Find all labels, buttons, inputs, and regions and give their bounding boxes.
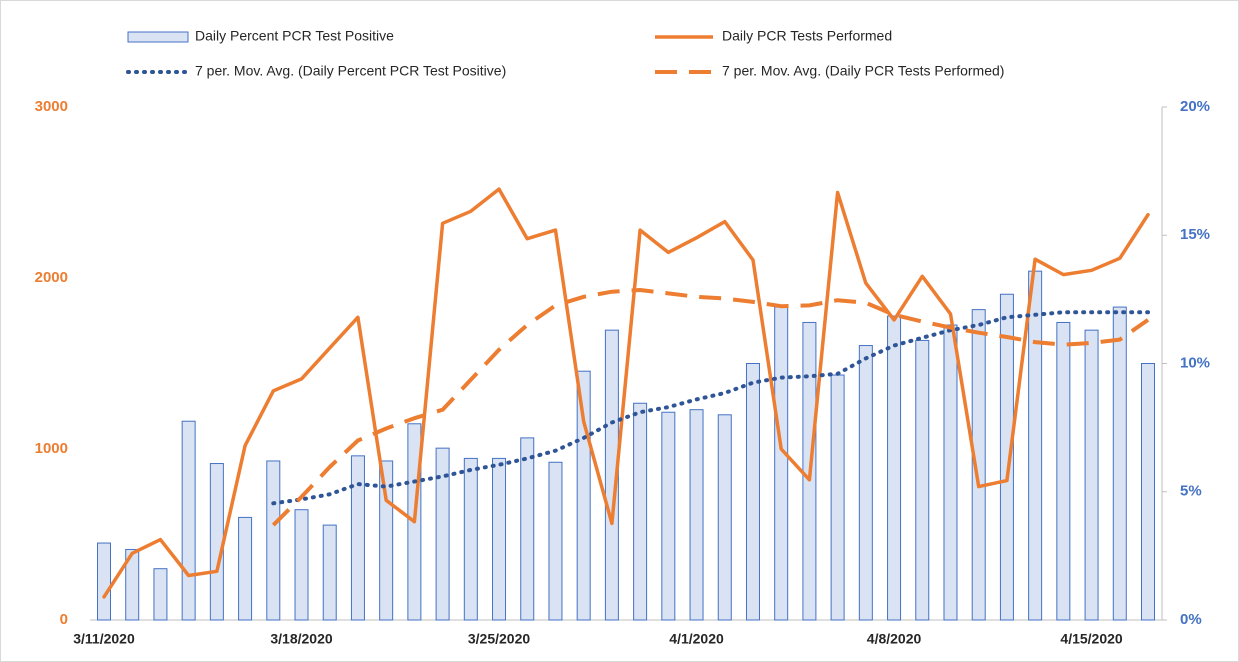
bar: [689, 409, 704, 621]
line: [102, 187, 1150, 599]
x-tick-label: 3/18/2020: [270, 631, 332, 647]
line: [271, 310, 1150, 506]
bar: [238, 516, 253, 621]
x-tick-label: 3/25/2020: [468, 631, 530, 647]
bar: [943, 324, 958, 621]
bar: [492, 457, 507, 621]
y2-tick-label: 10%: [1180, 354, 1210, 371]
bar: [661, 411, 676, 621]
bar: [181, 420, 196, 621]
bar: [774, 306, 789, 621]
x-tick-label: 4/15/2020: [1060, 631, 1122, 647]
bar: [633, 402, 648, 621]
bar: [125, 548, 140, 621]
bar: [1056, 321, 1071, 621]
bar: [153, 568, 168, 621]
bar: [1141, 363, 1155, 621]
bar: [830, 374, 845, 621]
bar: [520, 437, 535, 621]
bar: [858, 345, 873, 621]
bar: [463, 457, 478, 621]
y-tick-label: 2000: [35, 269, 68, 286]
legend-label: Daily Percent PCR Test Positive: [195, 28, 394, 44]
bar: [435, 447, 450, 621]
bar: [266, 460, 281, 621]
bar: [971, 309, 986, 621]
bar: [915, 339, 930, 621]
y-tick-label: 0: [60, 611, 68, 628]
bar: [717, 414, 732, 621]
legend-label: Daily PCR Tests Performed: [722, 28, 892, 44]
bar: [322, 524, 337, 621]
y2-tick-label: 5%: [1180, 483, 1202, 500]
bar: [576, 370, 591, 621]
bar: [887, 315, 902, 621]
legend-label: 7 per. Mov. Avg. (Daily Percent PCR Test…: [195, 63, 506, 79]
bar: [97, 542, 111, 621]
y-tick-label: 1000: [35, 440, 68, 457]
bar: [604, 329, 619, 621]
bar: [1112, 306, 1127, 621]
x-tick-label: 4/1/2020: [669, 631, 724, 647]
bar: [999, 293, 1014, 621]
bar: [1084, 329, 1099, 621]
bar: [1028, 270, 1043, 621]
legend-swatch: [127, 31, 189, 43]
bar: [548, 461, 563, 621]
y2-tick-label: 20%: [1180, 98, 1210, 115]
bar: [209, 463, 224, 621]
x-tick-label: 3/11/2020: [73, 631, 135, 647]
bar: [350, 455, 365, 621]
y2-tick-label: 0%: [1180, 611, 1202, 628]
bar: [745, 363, 760, 621]
legend-label: 7 per. Mov. Avg. (Daily PCR Tests Perfor…: [722, 63, 1004, 79]
line: [271, 288, 1150, 527]
y-tick-label: 3000: [35, 98, 68, 115]
x-tick-label: 4/8/2020: [867, 631, 922, 647]
bar: [294, 509, 309, 621]
y2-tick-label: 15%: [1180, 226, 1210, 243]
